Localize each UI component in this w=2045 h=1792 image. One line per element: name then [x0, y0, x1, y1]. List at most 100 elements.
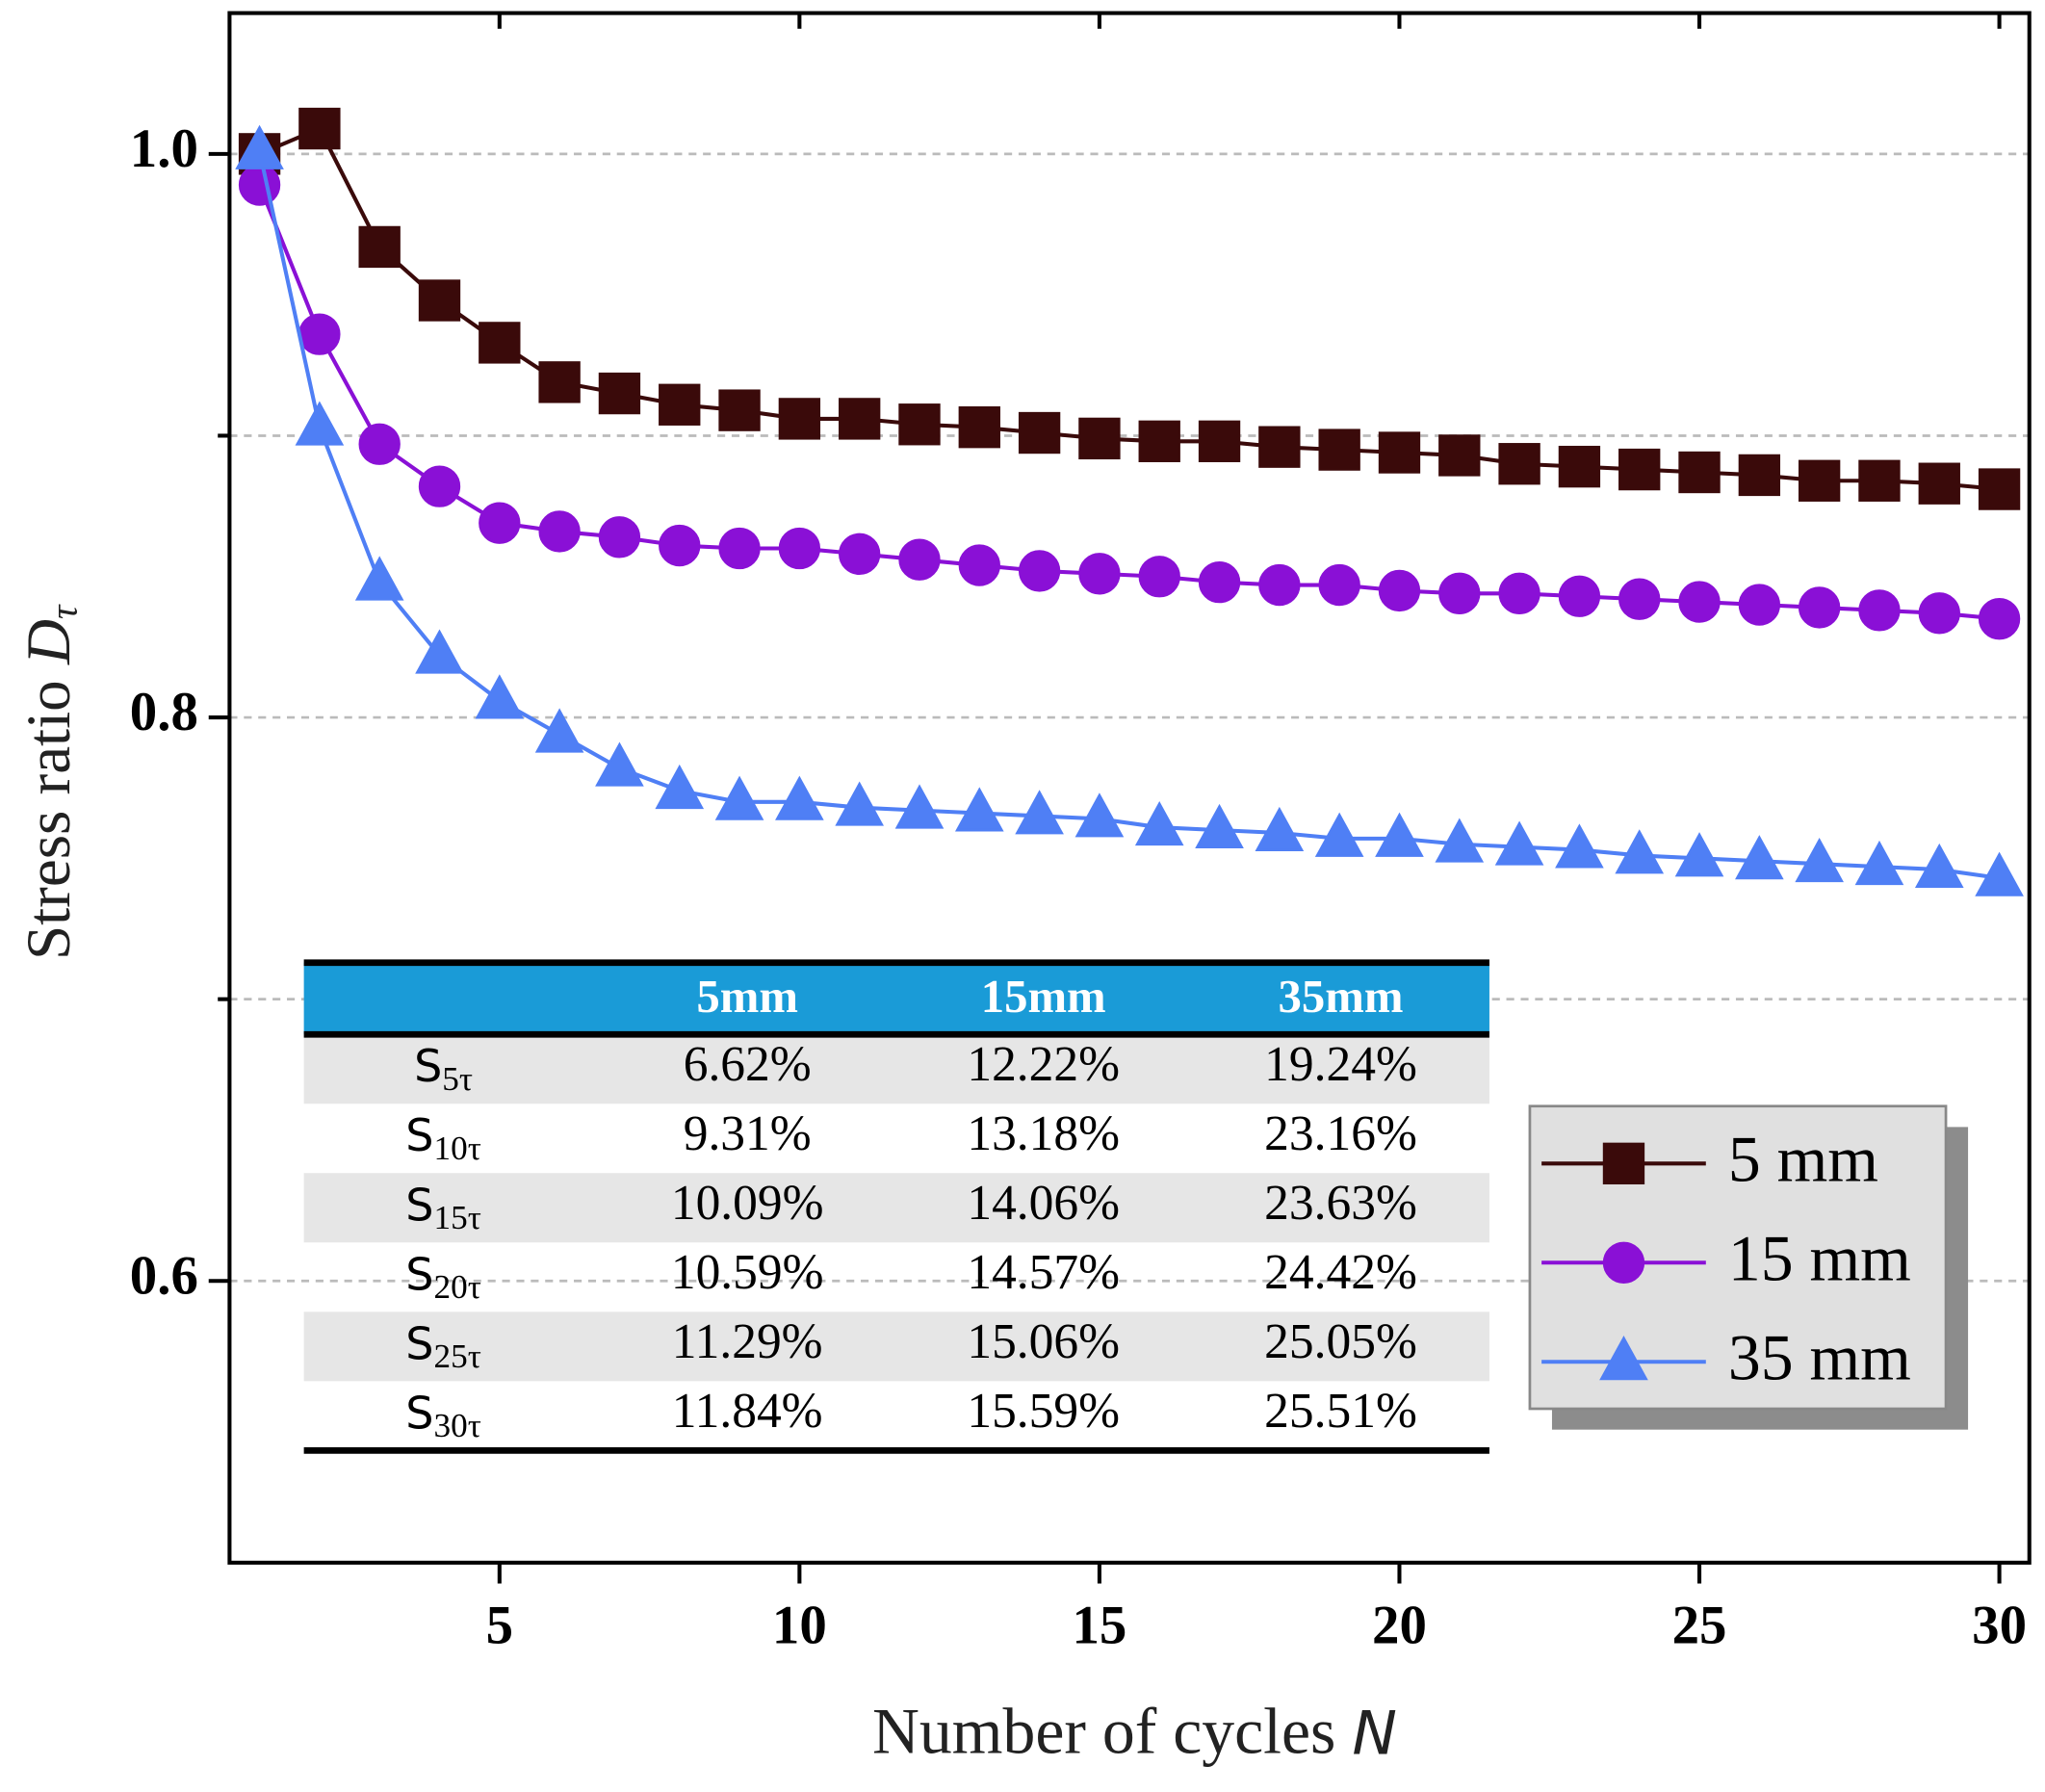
marker	[479, 502, 521, 544]
marker	[295, 401, 345, 446]
table-cell: 6.62%	[684, 1037, 812, 1092]
row-label-symbol: S	[405, 1179, 433, 1231]
table-row-bg	[303, 1034, 1489, 1104]
marker	[595, 741, 644, 787]
y-tick-label: 0.6	[130, 1245, 198, 1306]
series-line	[257, 184, 2000, 621]
marker	[659, 383, 701, 426]
marker	[418, 279, 461, 322]
marker	[1138, 420, 1180, 462]
legend-box	[1528, 1104, 1948, 1411]
marker	[1615, 829, 1665, 874]
row-label-subscript: 10τ	[433, 1130, 480, 1167]
table-cell: 11.29%	[672, 1314, 823, 1369]
table-cell: 15.59%	[967, 1384, 1120, 1439]
y-label-text: Stress ratio	[14, 680, 84, 960]
marker	[534, 708, 584, 753]
marker	[1918, 592, 1960, 635]
table-row-label: S25τ	[405, 1317, 481, 1375]
marker	[898, 538, 941, 581]
marker	[418, 465, 461, 507]
table-row-bg	[303, 1173, 1489, 1243]
marker	[1195, 803, 1244, 849]
marker	[1435, 818, 1485, 863]
marker	[238, 164, 281, 206]
table-row-bg	[303, 1312, 1489, 1382]
marker	[718, 389, 761, 431]
marker	[1314, 812, 1364, 857]
marker	[1798, 459, 1841, 502]
table-header-cell: 5mm	[696, 971, 798, 1023]
marker	[1498, 572, 1540, 614]
marker	[1438, 572, 1481, 614]
y-tick-label: 0.8	[130, 682, 198, 742]
marker	[1375, 812, 1424, 857]
marker	[1494, 820, 1544, 866]
table-cell: 23.63%	[1264, 1176, 1417, 1231]
y-label-subscript: τ	[42, 604, 86, 619]
table-cell: 14.57%	[967, 1245, 1120, 1300]
marker	[598, 372, 641, 415]
row-label-subscript: 30τ	[433, 1407, 480, 1444]
marker	[714, 775, 764, 820]
x-tick-label: 5	[486, 1595, 513, 1655]
marker	[778, 398, 821, 440]
y-axis-label: Stress ratio Dτ	[14, 604, 86, 960]
marker	[778, 527, 821, 570]
row-label-symbol: S	[405, 1109, 433, 1161]
marker	[1558, 445, 1601, 488]
table-cell: 25.51%	[1264, 1384, 1417, 1439]
marker	[1378, 569, 1421, 612]
table-header-bg	[303, 962, 1489, 1035]
marker	[1198, 420, 1241, 462]
table-cell: 15.06%	[967, 1314, 1120, 1369]
x-tick-label: 20	[1372, 1595, 1427, 1655]
marker	[1914, 843, 1964, 889]
marker	[655, 764, 705, 810]
marker	[354, 556, 404, 601]
table-cell: 11.84%	[672, 1384, 823, 1439]
marker	[1678, 451, 1721, 494]
marker	[894, 784, 945, 829]
table-row-label: S5τ	[414, 1040, 473, 1098]
x-tick-label: 25	[1672, 1595, 1727, 1655]
marker	[1198, 560, 1241, 604]
legend-marker	[1602, 1241, 1645, 1284]
marker	[415, 629, 464, 674]
table-cell: 10.09%	[671, 1176, 824, 1231]
table-cell: 24.42%	[1264, 1245, 1417, 1300]
row-label-symbol: S	[405, 1387, 433, 1439]
marker	[1318, 429, 1360, 471]
x-label-symbol: N	[1352, 1698, 1397, 1768]
row-label-subscript: 20τ	[433, 1268, 480, 1306]
marker	[1255, 806, 1305, 851]
marker	[1134, 800, 1184, 846]
marker	[479, 322, 521, 364]
marker	[954, 787, 1004, 832]
marker	[958, 406, 1000, 449]
marker	[1018, 411, 1061, 454]
row-label-subscript: 15τ	[433, 1199, 480, 1236]
marker	[1678, 581, 1721, 623]
row-label-symbol: S	[414, 1040, 442, 1092]
x-label-text: Number of cycles	[872, 1695, 1335, 1767]
table-header-cell: 35mm	[1279, 971, 1404, 1023]
table-row-label: S15τ	[405, 1179, 481, 1236]
marker	[1078, 417, 1121, 460]
legend-label: 15 mm	[1728, 1223, 1911, 1295]
marker	[775, 775, 824, 820]
marker	[1258, 426, 1301, 468]
marker	[1074, 792, 1125, 838]
marker	[839, 398, 881, 440]
table-cell: 9.31%	[684, 1106, 812, 1161]
row-label-symbol: S	[405, 1248, 433, 1300]
legend-label: 5 mm	[1728, 1124, 1878, 1196]
marker	[1138, 556, 1180, 598]
table-row-label: S30τ	[405, 1387, 481, 1444]
marker	[1975, 851, 2024, 896]
marker	[659, 524, 701, 567]
marker	[1015, 790, 1064, 835]
marker	[298, 313, 341, 355]
